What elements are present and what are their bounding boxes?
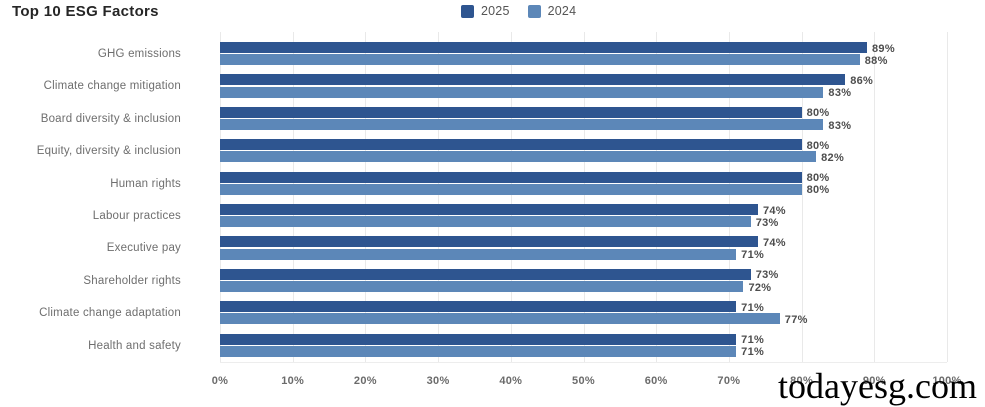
bar-2025 xyxy=(220,333,737,345)
legend-swatch-icon xyxy=(461,4,474,18)
legend-item-2024[interactable]: 2024 xyxy=(527,4,577,18)
x-axis-tick: 60% xyxy=(644,375,668,387)
value-label: 83% xyxy=(828,119,852,132)
bar-2024 xyxy=(220,345,737,357)
category-label: Health and safety xyxy=(88,339,181,352)
bar-2024 xyxy=(220,216,751,228)
value-label: 71% xyxy=(741,249,765,262)
gridline xyxy=(801,32,803,362)
gridline xyxy=(656,32,658,362)
value-label: 88% xyxy=(864,54,888,67)
value-label: 82% xyxy=(821,151,845,164)
category-label: Board diversity & inclusion xyxy=(40,112,181,125)
value-label: 73% xyxy=(755,216,779,229)
value-label: 71% xyxy=(741,301,765,314)
legend-item-2025[interactable]: 2025 xyxy=(461,4,510,18)
category-label: Equity, diversity & inclusion xyxy=(36,145,181,158)
category-label: Shareholder rights xyxy=(83,274,181,287)
bar-2024 xyxy=(220,313,780,325)
value-label: 74% xyxy=(762,204,786,217)
x-axis-tick: 50% xyxy=(572,375,595,387)
category-label: Climate change adaptation xyxy=(39,307,181,320)
x-axis-tick: 90% xyxy=(862,375,886,387)
value-label: 80% xyxy=(806,172,830,185)
gridline xyxy=(292,32,294,362)
bar-2025 xyxy=(220,236,758,248)
bar-2024 xyxy=(220,151,817,163)
value-label: 80% xyxy=(806,139,830,152)
legend-label: 2025 xyxy=(481,4,510,18)
category-label: Executive pay xyxy=(106,242,181,255)
bar-2024 xyxy=(220,248,737,260)
bar-2025 xyxy=(220,106,802,118)
category-label: Human rights xyxy=(110,177,181,190)
gridline xyxy=(438,32,440,362)
value-label: 77% xyxy=(784,313,808,326)
value-label: 71% xyxy=(741,334,765,347)
x-axis-tick: 70% xyxy=(717,375,741,387)
value-label: 86% xyxy=(850,74,874,87)
bar-2024 xyxy=(220,119,824,130)
value-label: 83% xyxy=(828,87,852,100)
category-label: Labour practices xyxy=(92,210,181,222)
x-axis-tick: 100% xyxy=(932,375,962,387)
value-label: 71% xyxy=(741,346,765,359)
bar-2025 xyxy=(220,74,846,86)
value-label: 80% xyxy=(806,107,830,120)
value-label: 72% xyxy=(748,281,772,294)
legend: 2025 2024 xyxy=(461,4,576,18)
gridline xyxy=(874,32,876,362)
gridline xyxy=(365,32,367,362)
gridline xyxy=(728,32,730,362)
x-axis-tick: 10% xyxy=(281,375,305,387)
x-axis-tick: 80% xyxy=(790,375,814,387)
bar-2024 xyxy=(220,54,860,66)
legend-swatch-icon xyxy=(527,4,541,18)
chart-title: Top 10 ESG Factors xyxy=(12,3,159,20)
bar-2025 xyxy=(220,301,737,313)
category-label: GHG emissions xyxy=(97,48,181,60)
x-axis-tick: 40% xyxy=(499,375,523,387)
value-label: 74% xyxy=(762,236,786,249)
bar-2024 xyxy=(220,281,744,292)
legend-label: 2024 xyxy=(547,4,577,18)
bar-2025 xyxy=(220,139,802,151)
value-label: 89% xyxy=(872,42,895,55)
gridline xyxy=(220,32,221,362)
x-axis-tick: 0% xyxy=(211,375,229,387)
bar-2025 xyxy=(220,268,751,280)
bar-2024 xyxy=(220,183,802,195)
bar-2025 xyxy=(220,171,802,183)
gridline xyxy=(510,32,512,362)
bar-2024 xyxy=(220,86,824,98)
x-axis-tick: 30% xyxy=(426,375,450,387)
bar-2025 xyxy=(220,42,868,53)
gridline xyxy=(583,32,585,362)
value-label: 73% xyxy=(755,269,779,282)
x-axis-line xyxy=(220,362,947,363)
gridline xyxy=(947,32,948,362)
bar-2025 xyxy=(220,204,758,215)
x-axis-tick: 20% xyxy=(353,375,377,387)
watermark: todayesg.com xyxy=(778,366,977,407)
category-label: Climate change mitigation xyxy=(43,80,181,93)
value-label: 80% xyxy=(806,184,830,197)
